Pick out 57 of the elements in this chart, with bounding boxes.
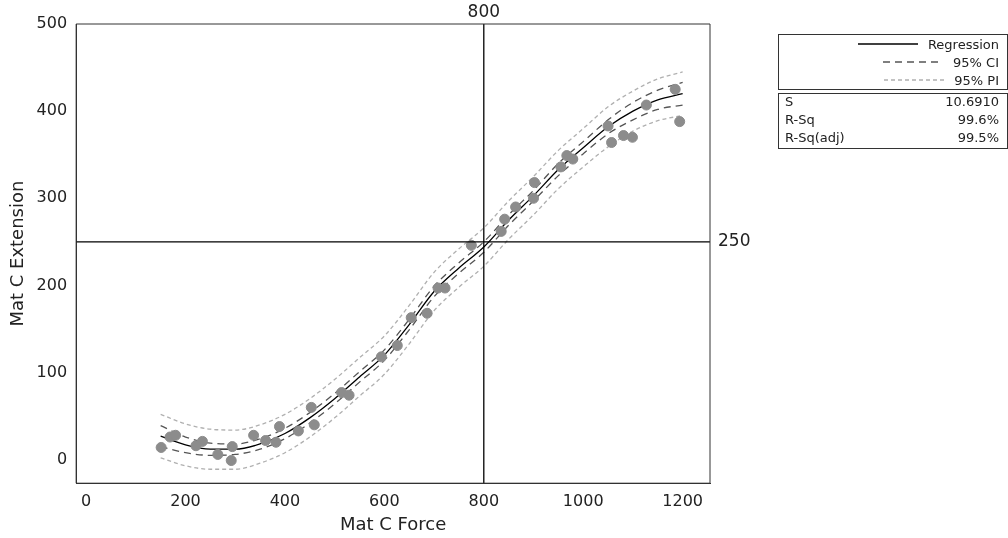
point — [626, 131, 638, 143]
text: S — [785, 94, 794, 111]
point — [567, 153, 579, 165]
point — [212, 448, 224, 460]
ref-line-label: 800 — [467, 0, 501, 21]
point — [270, 436, 282, 448]
y-tick-label: 0 — [56, 448, 68, 468]
point — [510, 201, 522, 213]
y-tick-label: 200 — [36, 274, 68, 294]
point — [555, 161, 567, 173]
text: R-Sq(adj) — [785, 130, 845, 147]
y-tick-label: 500 — [36, 13, 68, 33]
point — [196, 435, 208, 447]
point — [674, 116, 686, 128]
x-tick-label: 600 — [369, 490, 400, 510]
point — [225, 455, 237, 467]
text: 10.6910 — [945, 94, 999, 111]
point — [343, 389, 355, 401]
point — [248, 429, 260, 441]
point — [499, 213, 511, 225]
point — [606, 137, 618, 148]
point — [495, 225, 507, 237]
x-axis-title: Mat C Force — [339, 512, 447, 534]
point — [308, 419, 320, 431]
ref-line-label: 250 — [718, 230, 751, 251]
text: R-Sq — [785, 112, 815, 129]
x-tick-label: 800 — [468, 490, 500, 510]
point — [226, 441, 238, 453]
point — [305, 401, 317, 413]
point — [292, 425, 304, 437]
point — [602, 120, 614, 132]
point — [421, 307, 433, 319]
x-tick-label: 400 — [269, 490, 301, 510]
point — [375, 351, 387, 363]
point — [529, 177, 541, 189]
point — [155, 441, 167, 453]
x-tick-label: 0 — [80, 490, 92, 510]
point — [465, 239, 477, 251]
y-tick-label: 100 — [36, 361, 68, 381]
legend-label: 95% CI — [953, 54, 999, 70]
x-tick-label: 1200 — [662, 490, 704, 510]
point — [640, 99, 652, 111]
point — [528, 192, 540, 204]
point — [405, 312, 417, 324]
y-tick-label: 300 — [36, 187, 68, 207]
legend-label: 95% PI — [954, 72, 999, 88]
legend-label: Regression — [927, 36, 999, 52]
point — [669, 83, 681, 95]
text: 99.6% — [957, 112, 999, 129]
text: 99.5% — [957, 130, 999, 147]
point — [260, 435, 272, 446]
x-tick-label: 200 — [170, 490, 201, 510]
point — [391, 340, 403, 352]
y-tick-label: 400 — [36, 100, 68, 120]
point — [273, 421, 285, 433]
y-axis-title: Mat C Extension — [6, 180, 28, 327]
x-tick-label: 1000 — [562, 490, 604, 510]
